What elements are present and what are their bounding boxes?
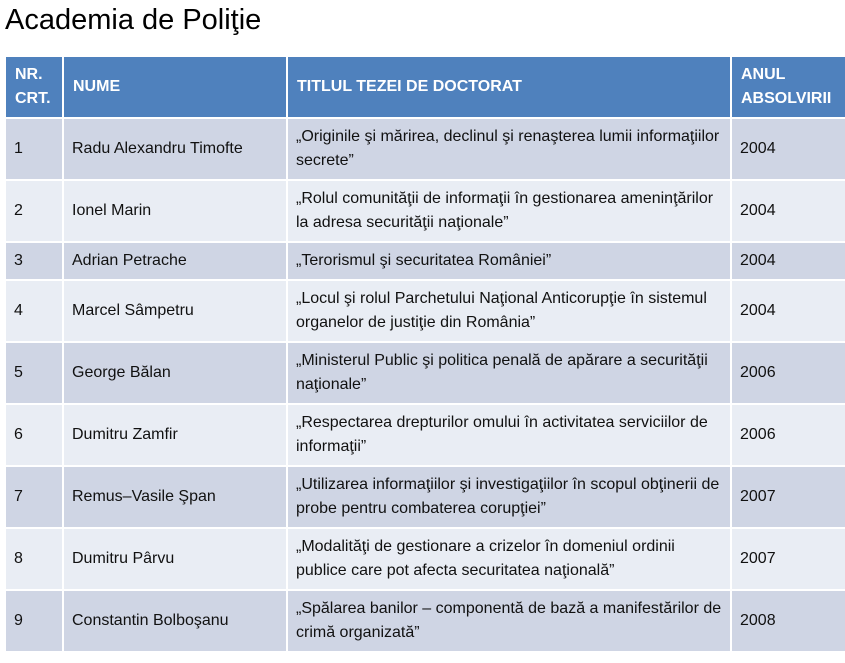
row-thesis-title: „Modalităţi de gestionare a crizelor în … — [286, 527, 732, 591]
row-thesis-title: „Terorismul şi securitatea României” — [286, 241, 732, 281]
row-number: 9 — [4, 589, 64, 653]
row-thesis-title: „Ministerul Public şi politica penală de… — [286, 341, 732, 405]
row-name: Marcel Sâmpetru — [62, 279, 288, 343]
row-year: 2006 — [730, 403, 845, 467]
row-name: Dumitru Zamfir — [62, 403, 288, 467]
row-number: 3 — [4, 241, 64, 281]
row-thesis-title: „Spălarea banilor – componentă de bază a… — [286, 589, 732, 653]
table-body: 1 Radu Alexandru Timofte „Originile şi m… — [4, 117, 845, 653]
row-thesis-title: „Locul şi rolul Parchetului Naţional Ant… — [286, 279, 732, 343]
row-number: 8 — [4, 527, 64, 591]
row-number: 4 — [4, 279, 64, 343]
column-header-titlu: TITLUL TEZEI DE DOCTORAT — [286, 55, 732, 119]
row-number: 6 — [4, 403, 64, 467]
table-row: 5 George Bălan „Ministerul Public şi pol… — [4, 341, 845, 405]
row-number: 5 — [4, 341, 64, 405]
table-row: 2 Ionel Marin „Rolul comunităţii de info… — [4, 179, 845, 243]
row-thesis-title: „Rolul comunităţii de informaţii în gest… — [286, 179, 732, 243]
row-name: Radu Alexandru Timofte — [62, 117, 288, 181]
row-year: 2004 — [730, 179, 845, 243]
column-header-nume: NUME — [62, 55, 288, 119]
header-row: NR. CRT. NUME TITLUL TEZEI DE DOCTORAT A… — [4, 55, 845, 119]
table-row: 8 Dumitru Pârvu „Modalităţi de gestionar… — [4, 527, 845, 591]
row-number: 7 — [4, 465, 64, 529]
row-number: 2 — [4, 179, 64, 243]
row-name: Adrian Petrache — [62, 241, 288, 281]
column-header-nr-crt: NR. CRT. — [4, 55, 64, 119]
row-year: 2007 — [730, 465, 845, 529]
table-row: 9 Constantin Bolboşanu „Spălarea banilor… — [4, 589, 845, 653]
row-name: Dumitru Pârvu — [62, 527, 288, 591]
row-year: 2004 — [730, 117, 845, 181]
theses-table: NR. CRT. NUME TITLUL TEZEI DE DOCTORAT A… — [4, 55, 845, 653]
column-header-anul: ANUL ABSOLVIRII — [730, 55, 845, 119]
row-year: 2004 — [730, 279, 845, 343]
row-name: Ionel Marin — [62, 179, 288, 243]
row-thesis-title: „Originile şi mărirea, declinul şi renaş… — [286, 117, 732, 181]
row-year: 2004 — [730, 241, 845, 281]
row-name: Constantin Bolboşanu — [62, 589, 288, 653]
row-thesis-title: „Respectarea drepturilor omului în activ… — [286, 403, 732, 467]
row-name: George Bălan — [62, 341, 288, 405]
row-year: 2006 — [730, 341, 845, 405]
row-name: Remus–Vasile Şpan — [62, 465, 288, 529]
table-row: 4 Marcel Sâmpetru „Locul şi rolul Parche… — [4, 279, 845, 343]
table-header: NR. CRT. NUME TITLUL TEZEI DE DOCTORAT A… — [4, 55, 845, 119]
table-row: 6 Dumitru Zamfir „Respectarea drepturilo… — [4, 403, 845, 467]
table-row: 3 Adrian Petrache „Terorismul şi securit… — [4, 241, 845, 281]
row-number: 1 — [4, 117, 64, 181]
table-row: 1 Radu Alexandru Timofte „Originile şi m… — [4, 117, 845, 181]
row-year: 2008 — [730, 589, 845, 653]
table-row: 7 Remus–Vasile Şpan „Utilizarea informaţ… — [4, 465, 845, 529]
page-title: Academia de Poliţie — [5, 4, 262, 36]
row-year: 2007 — [730, 527, 845, 591]
row-thesis-title: „Utilizarea informaţiilor şi investigaţi… — [286, 465, 732, 529]
